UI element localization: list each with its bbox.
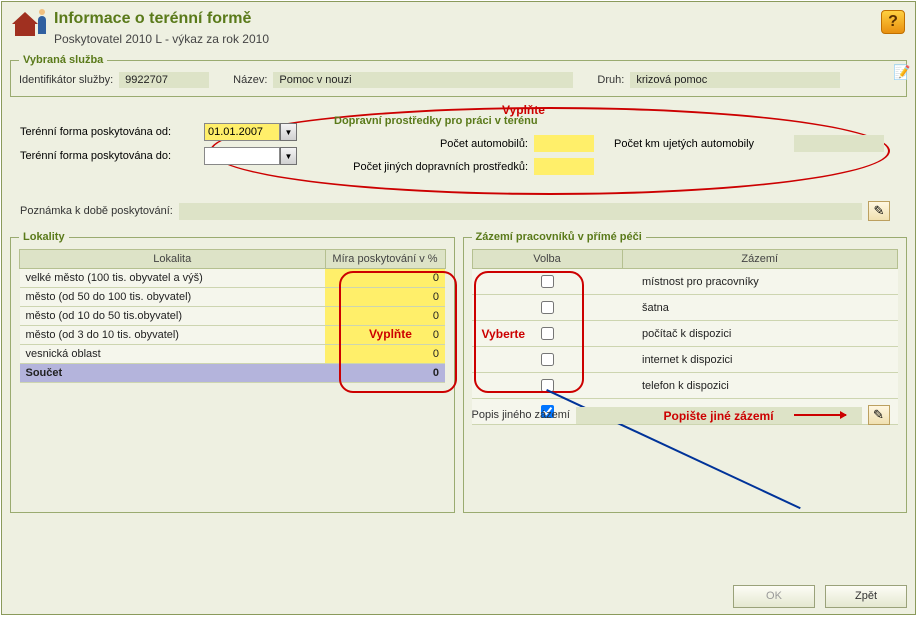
zazemi-legend: Zázemí pracovníků v přímé péči <box>472 231 646 243</box>
lokalita-name: město (od 10 do 50 tis.obyvatel) <box>20 307 326 326</box>
lokality-table: Lokalita Míra poskytování v % velké měst… <box>19 249 446 383</box>
zazemi-checkbox[interactable] <box>541 379 554 392</box>
service-id-value: 9922707 <box>119 72 209 88</box>
header: Informace o terénní formě Poskytovatel 2… <box>2 2 915 50</box>
table-row-sum: Součet0 <box>20 364 446 383</box>
help-icon[interactable]: ? <box>881 10 905 34</box>
table-row: šatna <box>472 295 898 321</box>
zazemi-checkbox[interactable] <box>541 353 554 366</box>
lokalita-name: velké město (100 tis. obyvatel a výš) <box>20 269 326 288</box>
ok-button[interactable]: OK <box>733 585 815 608</box>
to-date-label: Terénní forma poskytována do: <box>20 150 204 162</box>
transport-title: Dopravní prostředky pro práci v terénu <box>334 115 894 127</box>
zazemi-col-name: Zázemí <box>622 250 898 269</box>
table-row: město (od 50 do 100 tis. obyvatel)0 <box>20 288 446 307</box>
lokality-legend: Lokality <box>19 231 69 243</box>
table-row: telefon k dispozici <box>472 373 898 399</box>
sum-value: 0 <box>325 364 445 383</box>
table-row: město (od 3 do 10 tis. obyvatel)0 <box>20 326 446 345</box>
annotation-describe: Popište jiné zázemí <box>664 409 774 423</box>
sum-label: Součet <box>20 364 326 383</box>
zazemi-table: Volba Zázemí místnost pro pracovníkyšatn… <box>472 249 899 425</box>
to-date-dropdown[interactable]: ▼ <box>280 147 297 165</box>
lokalita-pct[interactable]: 0 <box>325 345 445 364</box>
page-subtitle: Poskytovatel 2010 L - výkaz za rok 2010 <box>54 32 881 46</box>
corner-edit-icon[interactable]: 📝 <box>893 64 909 80</box>
note-label: Poznámka k době poskytování: <box>20 205 173 217</box>
service-name-value: Pomoc v nouzi <box>273 72 573 88</box>
km-input[interactable] <box>794 135 884 152</box>
zazemi-fieldset: Zázemí pracovníků v přímé péči Volba Záz… <box>463 231 908 513</box>
lokalita-pct[interactable]: 0 <box>325 307 445 326</box>
zazemi-name: místnost pro pracovníky <box>622 269 898 295</box>
service-id-label: Identifikátor služby: <box>19 74 113 86</box>
from-date-input[interactable] <box>204 123 280 141</box>
note-edit-button[interactable]: ✎ <box>868 201 890 221</box>
lokalita-pct[interactable]: 0 <box>325 288 445 307</box>
zazemi-name: počítač k dispozici <box>622 321 898 347</box>
table-row: počítač k dispozici <box>472 321 898 347</box>
cars-label: Počet automobilů: <box>334 138 534 150</box>
table-row: velké město (100 tis. obyvatel a výš)0 <box>20 269 446 288</box>
back-button[interactable]: Zpět <box>825 585 907 608</box>
table-row: internet k dispozici <box>472 347 898 373</box>
zazemi-checkbox[interactable] <box>541 327 554 340</box>
lokalita-pct[interactable]: 0 <box>325 326 445 345</box>
note-value <box>179 203 862 220</box>
lokalita-name: vesnická oblast <box>20 345 326 364</box>
desc-label: Popis jiného zázemí <box>472 409 570 421</box>
other-transport-label: Počet jiných dopravních prostředků: <box>334 161 534 173</box>
zazemi-name: šatna <box>622 295 898 321</box>
lokalita-name: město (od 50 do 100 tis. obyvatel) <box>20 288 326 307</box>
service-name-label: Název: <box>233 74 267 86</box>
selected-service-fieldset: Vybraná služba Identifikátor služby: 992… <box>10 54 907 97</box>
lokality-fieldset: Lokality Lokalita Míra poskytování v % v… <box>10 231 455 513</box>
page-title: Informace o terénní formě <box>54 10 881 28</box>
table-row: město (od 10 do 50 tis.obyvatel)0 <box>20 307 446 326</box>
from-date-label: Terénní forma poskytována od: <box>20 126 204 138</box>
lokality-col-name: Lokalita <box>20 250 326 269</box>
from-date-dropdown[interactable]: ▼ <box>280 123 297 141</box>
annotation-arrow <box>794 414 846 416</box>
house-person-icon <box>12 10 54 46</box>
zazemi-name: telefon k dispozici <box>622 373 898 399</box>
service-kind-label: Druh: <box>597 74 624 86</box>
service-kind-value: krizová pomoc <box>630 72 840 88</box>
zazemi-checkbox[interactable] <box>541 301 554 314</box>
desc-edit-button[interactable]: ✎ <box>868 405 890 425</box>
cars-input[interactable] <box>534 135 594 152</box>
km-label: Počet km ujetých automobily <box>594 138 794 150</box>
dialog-window: Informace o terénní formě Poskytovatel 2… <box>1 1 916 615</box>
table-row: vesnická oblast0 <box>20 345 446 364</box>
lokalita-name: město (od 3 do 10 tis. obyvatel) <box>20 326 326 345</box>
zazemi-checkbox[interactable] <box>541 275 554 288</box>
table-row: místnost pro pracovníky <box>472 269 898 295</box>
other-transport-input[interactable] <box>534 158 594 175</box>
zazemi-col-choice: Volba <box>472 250 622 269</box>
zazemi-name: internet k dispozici <box>622 347 898 373</box>
selected-service-legend: Vybraná služba <box>19 54 107 66</box>
lokalita-pct[interactable]: 0 <box>325 269 445 288</box>
to-date-input[interactable] <box>204 147 280 165</box>
lokality-col-pct: Míra poskytování v % <box>325 250 445 269</box>
